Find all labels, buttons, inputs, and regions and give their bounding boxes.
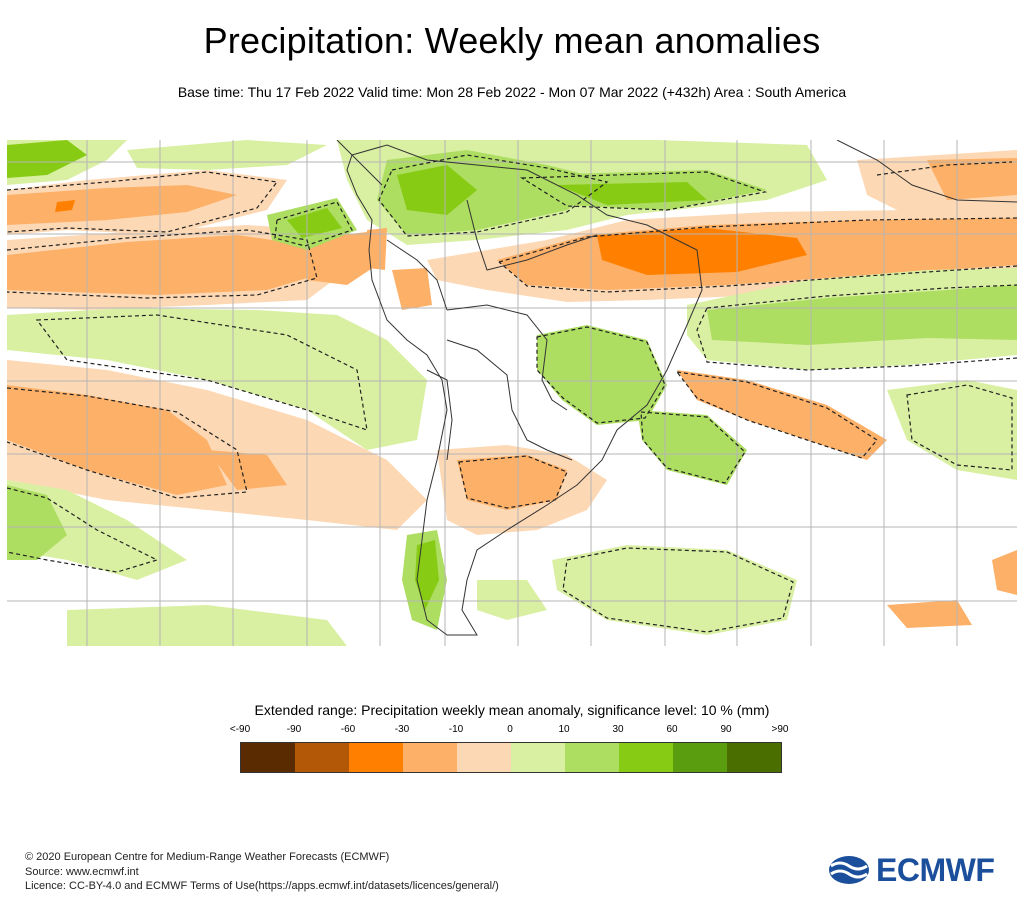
legend-labels: <-90 -90 -60 -30 -10 0 10 30 60 90 >90 — [220, 724, 804, 738]
legend-tick-label: -60 — [340, 724, 356, 735]
anomaly-area — [367, 228, 387, 270]
anomaly-area — [7, 308, 427, 450]
anomaly-area — [457, 455, 567, 510]
anomaly-area — [677, 370, 887, 460]
country-border — [446, 339, 573, 461]
source-line: Source: www.ecmwf.int — [25, 865, 139, 878]
ecmwf-logo-icon — [829, 856, 869, 884]
legend-tick-label: 0 — [507, 724, 513, 735]
anomaly-area — [477, 580, 547, 620]
licence-line: Licence: CC-BY-4.0 and ECMWF Terms of Us… — [25, 880, 499, 892]
legend-tick-label: 90 — [720, 724, 732, 735]
anomaly-area — [7, 385, 227, 495]
anomaly-area — [287, 208, 342, 238]
central-america-coast — [336, 140, 383, 186]
legend-tick-label: >90 — [771, 724, 789, 735]
legend-tick-label: 60 — [666, 724, 678, 735]
legend-swatch — [619, 743, 673, 772]
significance-contours — [7, 154, 1017, 633]
anomaly-area — [887, 380, 1017, 480]
legend-swatch — [565, 743, 619, 772]
legend-tick-label: 30 — [612, 724, 624, 735]
anomaly-area — [55, 200, 75, 212]
anomaly-area — [7, 185, 237, 225]
anomaly-area — [887, 600, 972, 628]
anomaly-map — [7, 140, 1017, 646]
anomaly-area — [7, 140, 87, 178]
legend-swatch — [241, 743, 295, 772]
anomaly-area — [415, 540, 439, 610]
ecmwf-logo-text: ECMWF — [876, 851, 995, 888]
footer: © 2020 European Centre for Medium-Range … — [25, 850, 499, 894]
legend-tick-label: 10 — [558, 724, 570, 735]
anomaly-area — [397, 165, 477, 215]
anomaly-area — [552, 545, 797, 635]
legend-tick-label: -30 — [394, 724, 410, 735]
copyright-line: © 2020 European Centre for Medium-Range … — [25, 851, 390, 863]
legend-title: Extended range: Precipitation weekly mea… — [254, 702, 770, 718]
anomaly-area — [67, 605, 347, 646]
anomaly-area — [707, 285, 1017, 345]
anomaly-area — [927, 158, 1017, 200]
legend-tick-label: -90 — [286, 724, 302, 735]
page-title: Precipitation: Weekly mean anomalies — [203, 20, 821, 61]
country-border — [446, 304, 568, 411]
anomaly-area — [7, 485, 67, 560]
country-border — [466, 199, 598, 271]
legend-swatch — [727, 743, 781, 772]
legend-tick-label: -10 — [448, 724, 464, 735]
anomaly-area — [207, 450, 287, 490]
ecmwf-logo: ECMWF — [828, 851, 995, 888]
legend-swatch — [403, 743, 457, 772]
legend-tick-label: <-90 — [229, 724, 251, 735]
legend-colorbar — [240, 742, 782, 773]
country-border — [386, 239, 448, 311]
page-subtitle: Base time: Thu 17 Feb 2022 Valid time: M… — [177, 84, 847, 100]
south-america-coast — [346, 144, 703, 636]
anomaly-area — [7, 235, 317, 295]
anomaly-area — [557, 182, 707, 205]
country-border — [426, 369, 453, 461]
legend-swatch — [349, 743, 403, 772]
legend-swatch — [457, 743, 511, 772]
anomaly-area — [597, 228, 807, 275]
coastlines — [336, 140, 1017, 636]
anomaly-area — [537, 325, 667, 425]
africa-coast — [836, 140, 1017, 203]
legend-swatch — [673, 743, 727, 772]
anomaly-area — [992, 550, 1017, 595]
anomaly-area — [392, 268, 432, 310]
legend-swatch — [511, 743, 565, 772]
legend-swatch — [295, 743, 349, 772]
